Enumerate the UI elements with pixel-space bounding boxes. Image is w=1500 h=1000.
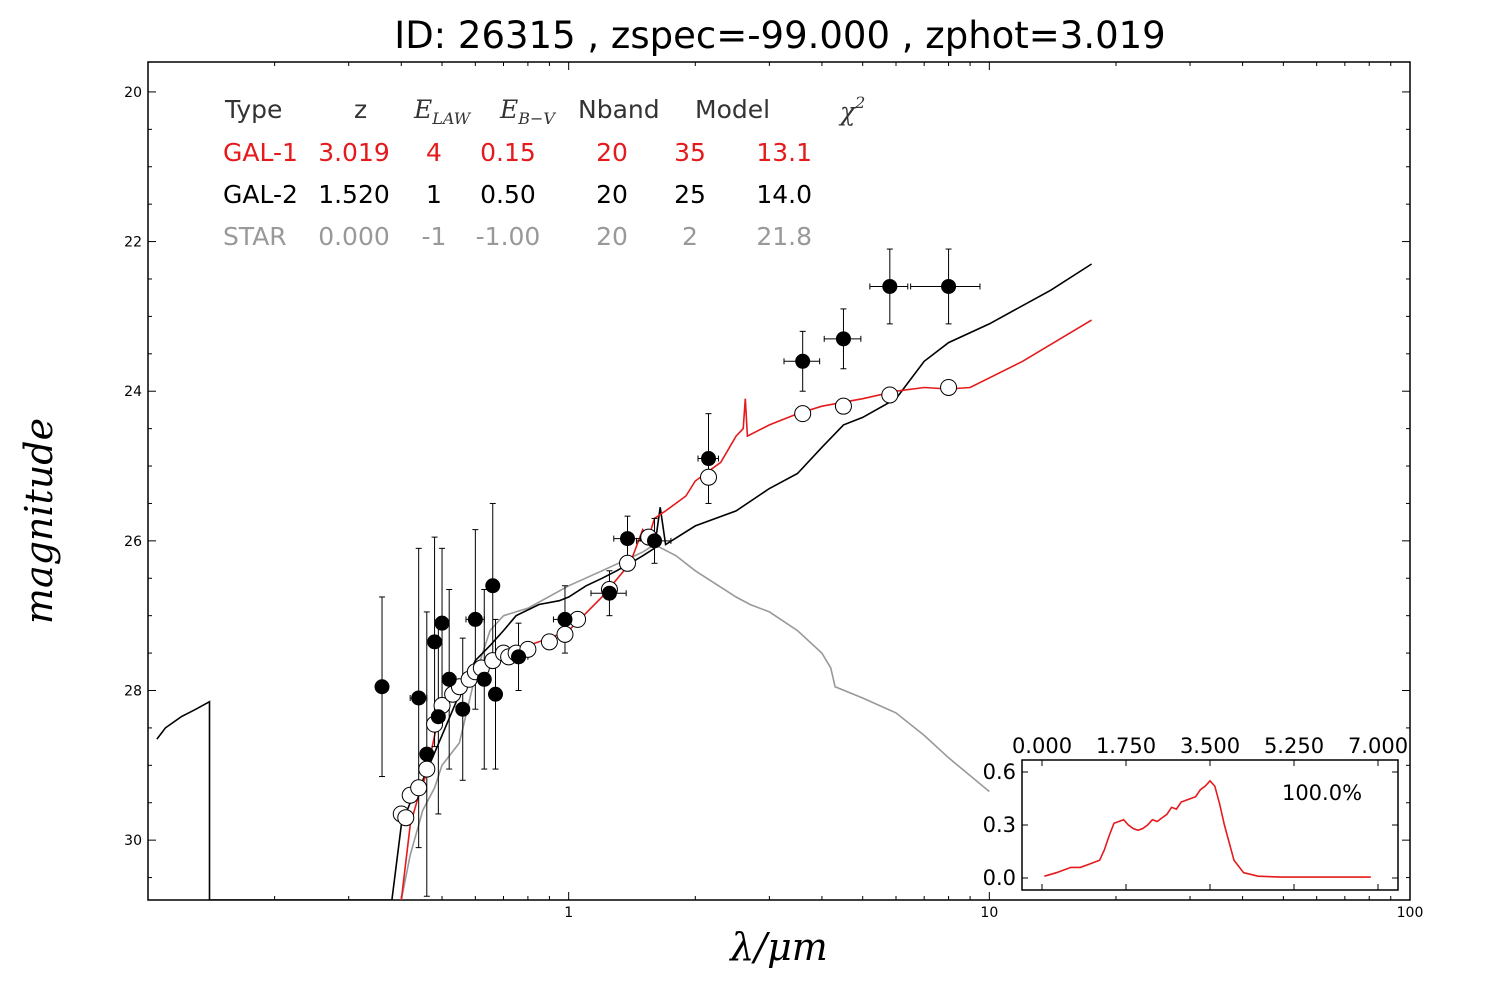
- model-magnitude-point: [794, 405, 812, 423]
- x-axis-label: λ/μm: [728, 925, 828, 969]
- table-cell-gal-2-elaw: 1: [426, 180, 442, 209]
- series-line-gal-2: [156, 263, 1093, 900]
- model-magnitude-point: [619, 554, 637, 572]
- observed-point: [467, 611, 483, 627]
- inset-frame: [1021, 759, 1399, 891]
- table-cell-star-chi2: 21.8: [756, 222, 812, 251]
- header-ebv: EB−V: [499, 95, 556, 128]
- header-type: Type: [224, 95, 282, 124]
- inset-x-tick-label: 7.000: [1348, 734, 1408, 758]
- model-magnitude-point: [940, 378, 958, 396]
- header-z: z: [354, 95, 367, 124]
- series-line-star: [400, 543, 990, 900]
- observed-point: [882, 278, 898, 294]
- model-magnitude-point: [700, 468, 718, 486]
- inset-x-tick-label: 0.000: [1012, 734, 1072, 758]
- model-magnitude-point: [410, 779, 428, 797]
- observed-point: [701, 451, 717, 467]
- x-tick-label: 1: [564, 905, 573, 921]
- table-cell-gal-1-chi2: 13.1: [756, 138, 812, 167]
- observed-point: [795, 353, 811, 369]
- y-tick-label: 26: [124, 534, 142, 550]
- redshift-pdf-inset: 0.000 1.750 3.500 5.250 7.000 0.0 0.3 0.6 100.0%: [983, 734, 1408, 891]
- header-chi2: χ2: [838, 93, 865, 126]
- observed-point: [557, 611, 573, 627]
- inset-y-tick-label: 0.6: [983, 760, 1016, 784]
- observed-point: [411, 690, 427, 706]
- table-cell-star-z: 0.000: [318, 222, 390, 251]
- table-cell-gal-1-nband: 20: [596, 138, 628, 167]
- y-axis-label: magnitude: [17, 418, 61, 624]
- observed-point: [620, 531, 636, 547]
- table-cell-gal-1-elaw: 4: [426, 138, 442, 167]
- inset-annotation: 100.0%: [1282, 781, 1362, 805]
- table-cell-star-elaw: -1: [422, 222, 447, 251]
- observed-point: [647, 533, 663, 549]
- legend-table: Type z ELAW EB−V Nband Model χ2 GAL-1 3.0…: [223, 93, 865, 251]
- inset-pdf-line: [1044, 779, 1371, 878]
- table-cell-gal-2-chi2: 14.0: [756, 180, 812, 209]
- table-cell-gal-2-ebv: 0.50: [480, 180, 536, 209]
- observed-point: [485, 578, 501, 594]
- model-magnitude-point: [556, 625, 574, 643]
- table-cell-star-type: STAR: [223, 222, 287, 251]
- y-tick-label: 30: [124, 833, 142, 849]
- observed-point: [488, 686, 504, 702]
- table-cell-star-model: 2: [682, 222, 698, 251]
- header-model: Model: [695, 95, 770, 124]
- observed-point: [434, 615, 450, 631]
- y-tick-label: 28: [124, 684, 142, 700]
- table-cell-gal-1-model: 35: [674, 138, 706, 167]
- observed-point: [430, 709, 446, 725]
- inset-x-tick-label: 5.250: [1264, 734, 1324, 758]
- model-magnitude-point: [397, 809, 415, 827]
- model-magnitude-point: [418, 760, 436, 778]
- observed-point: [427, 634, 443, 650]
- inset-y-tick-label: 0.0: [983, 866, 1016, 890]
- data-points: [374, 248, 981, 897]
- y-tick-label: 20: [124, 85, 142, 101]
- y-tick-label: 24: [124, 384, 142, 400]
- table-cell-gal-1-type: GAL-1: [223, 138, 298, 167]
- series-lines: [156, 263, 1093, 900]
- table-cell-gal-1-ebv: 0.15: [480, 138, 536, 167]
- model-magnitude-point: [540, 633, 558, 651]
- observed-point: [511, 649, 527, 665]
- x-tick-label: 100: [1397, 905, 1424, 921]
- header-nband: Nband: [578, 95, 660, 124]
- model-magnitude-point: [881, 386, 899, 404]
- table-cell-gal-2-type: GAL-2: [223, 180, 298, 209]
- observed-point: [476, 671, 492, 687]
- observed-point: [601, 585, 617, 601]
- inset-x-tick-label: 1.750: [1096, 734, 1156, 758]
- model-magnitude-point: [834, 397, 852, 415]
- observed-point: [835, 331, 851, 347]
- table-cell-gal-2-model: 25: [674, 180, 706, 209]
- table-cell-gal-2-nband: 20: [596, 180, 628, 209]
- observed-point: [455, 701, 471, 717]
- observed-point: [441, 671, 457, 687]
- plot-frame: [147, 61, 1411, 901]
- table-cell-gal-2-z: 1.520: [318, 180, 390, 209]
- inset-x-tick-label: 3.500: [1180, 734, 1240, 758]
- inset-y-tick-label: 0.3: [983, 813, 1016, 837]
- observed-point: [419, 746, 435, 762]
- header-elaw: ELAW: [413, 95, 472, 128]
- table-cell-gal-1-z: 3.019: [318, 138, 390, 167]
- observed-point: [941, 278, 957, 294]
- chart-title: ID: 26315 , zspec=-99.000 , zphot=3.019: [394, 14, 1166, 57]
- table-cell-star-ebv: -1.00: [476, 222, 541, 251]
- observed-point: [374, 679, 390, 695]
- x-tick-label: 10: [980, 905, 998, 921]
- table-cell-star-nband: 20: [596, 222, 628, 251]
- y-tick-label: 22: [124, 235, 142, 251]
